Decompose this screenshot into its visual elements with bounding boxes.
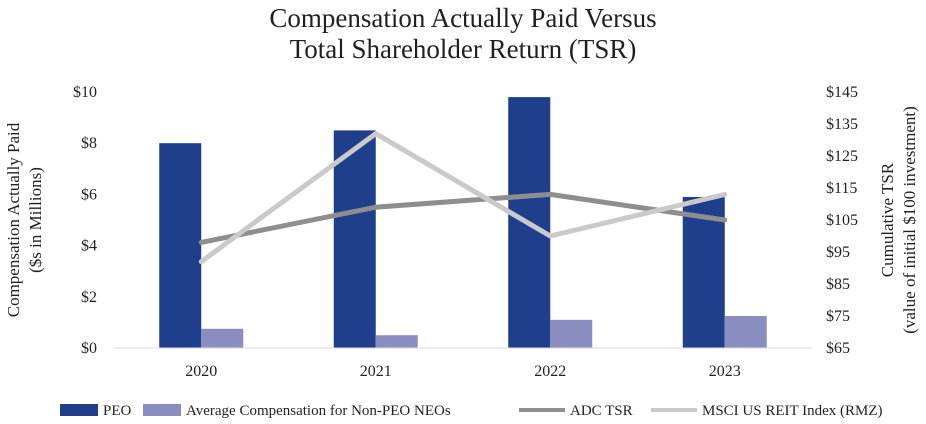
- left-axis-title: Compensation Actually Paid ($s in Million…: [4, 122, 45, 317]
- right-tick-label: $65: [826, 340, 850, 357]
- legend-label: MSCI US REIT Index (RMZ): [702, 403, 883, 419]
- x-tick-label: 2021: [360, 363, 392, 380]
- right-axis-title-line: (value of initial $100 investment): [900, 106, 919, 334]
- legend-label: PEO: [103, 403, 132, 419]
- right-tick-label: $105: [826, 212, 858, 229]
- x-axis-ticks: 2020 2021 2022 2023: [185, 363, 741, 380]
- line-series: [198, 131, 728, 265]
- x-tick-label: 2023: [709, 363, 741, 380]
- right-axis-title-line: Cumulative TSR: [878, 162, 897, 277]
- left-tick-label: $6: [81, 186, 97, 203]
- left-axis-title-line: Compensation Actually Paid: [4, 122, 23, 317]
- bar-series: [159, 97, 767, 349]
- right-axis-title: Cumulative TSR (value of initial $100 inv…: [878, 106, 919, 334]
- left-tick-label: $4: [81, 238, 97, 255]
- legend: PEO Average Compensation for Non-PEO NEOs…: [60, 403, 883, 419]
- bar-non-peo-neos: [550, 319, 593, 348]
- right-tick-label: $75: [826, 308, 850, 325]
- bar-non-peo-neos: [724, 316, 767, 348]
- left-tick-label: $8: [81, 135, 97, 152]
- legend-swatch: [143, 404, 181, 416]
- right-tick-label: $95: [826, 244, 850, 261]
- left-axis-title-line: ($s in Millions): [26, 167, 45, 273]
- bar-peo: [159, 143, 202, 348]
- left-axis-ticks: $0 $2 $4 $6 $8 $10: [73, 84, 97, 357]
- chart-title-line: Total Shareholder Return (TSR): [290, 34, 637, 64]
- x-tick-label: 2020: [185, 363, 217, 380]
- bar-peo: [333, 130, 376, 348]
- right-tick-label: $85: [826, 276, 850, 293]
- x-tick-label: 2022: [534, 363, 566, 380]
- right-tick-label: $145: [826, 84, 858, 101]
- right-tick-label: $125: [826, 148, 858, 165]
- legend-swatch: [60, 404, 98, 416]
- left-tick-label: $10: [73, 84, 97, 101]
- right-tick-label: $115: [826, 180, 857, 197]
- bar-peo: [682, 196, 725, 348]
- right-tick-label: $135: [826, 116, 858, 133]
- bar-non-peo-neos: [375, 335, 418, 348]
- legend-label: ADC TSR: [570, 403, 633, 419]
- line-adc-tsr: [198, 191, 728, 245]
- right-axis-ticks: $65 $75 $85 $95 $105 $115 $125 $135 $145: [826, 84, 858, 357]
- line-msci-reit-index: [198, 131, 728, 265]
- bar-non-peo-neos: [201, 328, 244, 348]
- chart-title-line: Compensation Actually Paid Versus: [269, 3, 656, 33]
- left-tick-label: $2: [81, 289, 97, 306]
- legend-label: Average Compensation for Non-PEO NEOs: [186, 403, 451, 419]
- left-tick-label: $0: [81, 340, 97, 357]
